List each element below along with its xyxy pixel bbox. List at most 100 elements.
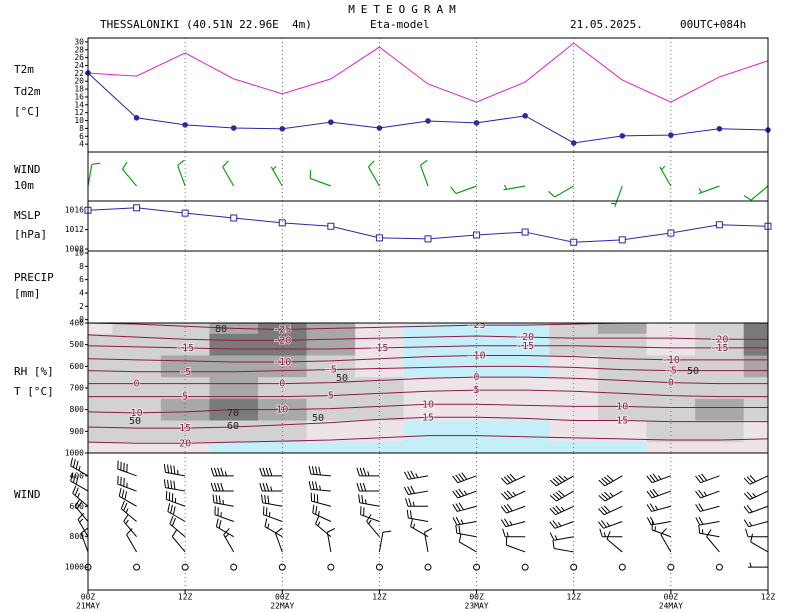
calm-wind: [424, 563, 432, 571]
y-tick-label: 4: [79, 289, 84, 298]
wind-barb: [315, 515, 332, 538]
wind-barb: [356, 482, 380, 492]
rh-cell: [695, 323, 745, 335]
rh-cell: [743, 377, 768, 400]
wind-barb: [549, 490, 574, 502]
rh-cell: [355, 398, 405, 421]
wind-barb: [743, 519, 769, 528]
rh-cell: [88, 323, 113, 335]
rh-cell: [695, 377, 745, 400]
rh-cell: [743, 442, 768, 453]
calm-wind: [327, 563, 335, 571]
rh-cell: [88, 398, 113, 421]
rh-cell: [355, 323, 405, 335]
wind-barb: [117, 460, 137, 477]
rh-cell: [88, 355, 113, 378]
rh-cell: [452, 333, 502, 356]
rh-label: 60: [227, 421, 239, 432]
rh-cell: [500, 442, 550, 453]
wind-barb: [210, 467, 234, 477]
y-tick-label: 30: [74, 37, 84, 46]
rh-cell: [549, 355, 599, 378]
rh-label: 80: [215, 324, 227, 335]
y-tick-label: 4: [79, 140, 84, 149]
wind-barb: [698, 185, 720, 195]
wind-barb: [165, 491, 186, 507]
wind-barb: [123, 514, 137, 538]
wind-barb: [549, 520, 574, 529]
rh-cell: [88, 442, 113, 453]
point: [182, 122, 188, 128]
wind-barb: [261, 494, 283, 507]
point: [668, 132, 674, 138]
wind-barb: [549, 474, 574, 487]
rh-cell: [112, 333, 162, 356]
date-label: 21MAY: [76, 602, 100, 611]
isotherm: [88, 355, 768, 363]
wind-barb: [503, 184, 526, 191]
isotherm-label: -25: [273, 325, 291, 336]
isotherm-label: -10: [273, 357, 291, 368]
y-tick-label: 600: [70, 362, 85, 371]
wind-barb: [419, 159, 429, 187]
x-tick-label: 12Z: [761, 593, 776, 602]
wind-barb: [163, 463, 186, 477]
calm-wind: [570, 563, 578, 571]
rh-cell: [258, 355, 308, 378]
wind-barb: [598, 490, 623, 502]
isotherm-label: 0: [134, 379, 140, 390]
wind-barb: [74, 498, 89, 522]
rh-cell: [306, 333, 356, 356]
wind-barb: [646, 488, 672, 499]
point: [570, 238, 578, 246]
wind-barb: [500, 518, 526, 528]
rh-cell: [598, 355, 648, 378]
date-label: 24MAY: [659, 602, 683, 611]
wind-barb: [308, 465, 331, 477]
calm-wind: [181, 563, 189, 571]
rh-cell: [549, 333, 599, 356]
wind-barb: [404, 470, 429, 480]
rh-cell: [598, 442, 648, 453]
point: [716, 126, 723, 132]
model: Eta-model: [370, 18, 430, 31]
y-tick-label: 22: [74, 69, 84, 78]
isotherm-label: 10: [131, 408, 143, 419]
rh-cell: [306, 398, 356, 421]
wind-barb: [745, 528, 768, 538]
point: [230, 214, 238, 222]
rh-cell: [500, 398, 550, 421]
calm-wind: [278, 563, 286, 571]
wind-barb: [360, 506, 380, 522]
rh-cell: [598, 333, 648, 356]
rh-cell: [743, 355, 768, 378]
wind-barb: [72, 485, 89, 507]
wind-barb: [646, 503, 671, 512]
rh-cell: [695, 398, 745, 421]
wind-barb: [212, 494, 234, 507]
rh-cell: [112, 398, 162, 421]
wind-barb: [404, 485, 429, 496]
wind-barb: [378, 530, 392, 553]
isotherm: [88, 323, 768, 331]
rh-cell: [646, 323, 696, 335]
isotherm-label: -15: [710, 343, 728, 354]
y-tick-label: 28: [74, 45, 84, 54]
location: THESSALONIKI (40.51N 22.96E 4m): [100, 18, 312, 31]
rh-cell: [403, 442, 453, 453]
rh-cell: [112, 377, 162, 400]
point: [279, 126, 286, 132]
rh-cell: [112, 355, 162, 378]
wind-barb: [259, 467, 283, 477]
wind-barb: [452, 488, 477, 499]
point: [521, 228, 529, 236]
wind-barb: [367, 160, 380, 187]
y-tick-label: 2: [79, 302, 84, 311]
y-tick-label: 10: [74, 249, 84, 258]
y-tick-label: 800: [70, 532, 85, 541]
wind-barb: [598, 520, 623, 529]
point: [715, 221, 723, 229]
isotherm-label: -15: [370, 343, 388, 354]
rh-cell: [500, 420, 550, 443]
isotherm-label: 5: [328, 391, 334, 402]
